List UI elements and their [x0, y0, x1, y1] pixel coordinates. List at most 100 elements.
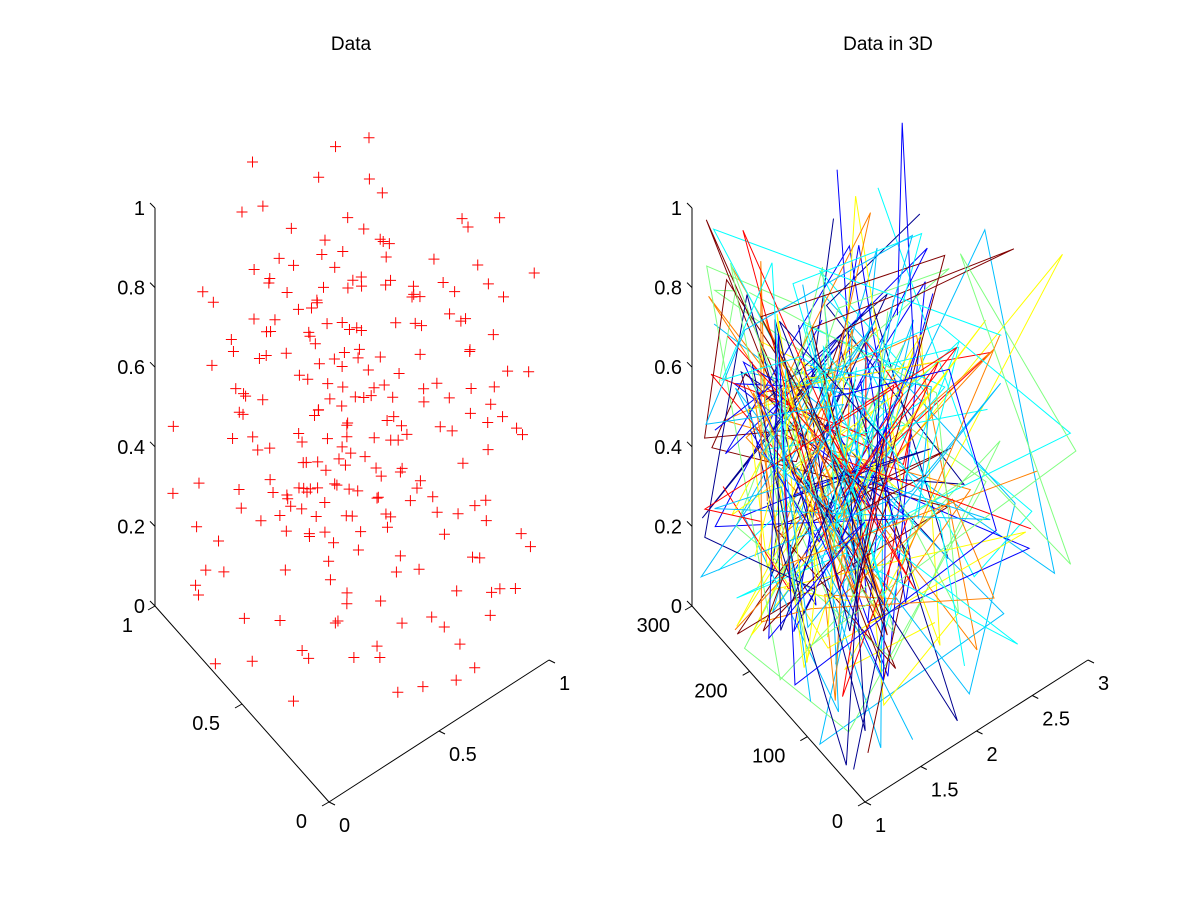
- scatter-point: [348, 652, 360, 664]
- scatter-point: [333, 453, 345, 465]
- scatter-point: [363, 132, 375, 144]
- scatter-point: [329, 261, 341, 273]
- scatter-point: [374, 233, 386, 245]
- scatter-z-ticks: 0 0.2 0.4 0.6 0.8 1: [117, 198, 156, 618]
- x-tick-mark: [1032, 695, 1039, 699]
- scatter-point: [341, 419, 353, 431]
- z-tick-label: 0.2: [117, 516, 145, 538]
- scatter-point: [469, 662, 481, 674]
- series-line: [760, 254, 946, 595]
- scatter-point: [388, 411, 400, 423]
- scatter-point: [515, 528, 527, 540]
- scatter-point: [332, 615, 344, 627]
- scatter-point: [213, 535, 225, 547]
- scatter-point: [312, 482, 324, 494]
- scatter-point: [260, 350, 272, 362]
- scatter-point: [390, 317, 402, 329]
- x-tick-mark: [548, 659, 556, 664]
- scatter-point: [328, 353, 340, 365]
- scatter-point: [255, 515, 267, 527]
- scatter-point: [349, 391, 361, 403]
- scatter-point: [281, 489, 293, 501]
- x-tick-mark: [920, 766, 927, 770]
- scatter-point: [454, 638, 466, 650]
- z-tick-label: 0.8: [117, 278, 145, 300]
- scatter-point: [303, 530, 315, 542]
- scatter-point: [523, 366, 535, 378]
- scatter-point: [352, 352, 364, 364]
- scatter-point: [264, 273, 276, 285]
- scatter-point: [238, 388, 250, 400]
- z-tick-mark: [686, 521, 693, 527]
- series-line: [774, 319, 886, 770]
- scatter-plot-title: Data: [331, 34, 372, 55]
- scatter-point: [414, 475, 426, 487]
- scatter-point: [227, 346, 239, 358]
- z-tick-label: 1: [671, 198, 682, 220]
- z-tick-label: 0.6: [117, 357, 145, 379]
- scatter-point: [460, 313, 472, 325]
- scatter-point: [336, 317, 348, 329]
- series-line: [768, 122, 997, 686]
- x-tick-mark: [328, 801, 336, 806]
- scatter-point: [372, 491, 384, 503]
- scatter-point: [342, 212, 354, 224]
- scatter-point: [329, 617, 341, 629]
- scatter-point: [190, 579, 202, 591]
- scatter-point: [287, 695, 299, 707]
- scatter-point: [371, 492, 383, 504]
- scatter-point: [380, 251, 392, 263]
- scatter-point: [323, 555, 335, 567]
- scatter-point: [305, 302, 317, 314]
- scatter-point: [449, 286, 461, 298]
- scatter-point: [280, 347, 292, 359]
- scatter-point: [206, 359, 218, 371]
- scatter-point: [413, 563, 425, 575]
- series-line: [718, 322, 960, 576]
- x-tick-mark: [976, 730, 983, 735]
- scatter-point: [296, 436, 308, 448]
- scatter-point: [437, 277, 449, 289]
- series-line: [699, 320, 1001, 702]
- series-line: [731, 196, 987, 638]
- scatter-point: [358, 392, 370, 403]
- scatter-point: [343, 483, 355, 495]
- scatter-point: [209, 658, 221, 670]
- scatter-point: [318, 281, 329, 293]
- scatter-point: [427, 491, 439, 503]
- scatter-point: [355, 325, 367, 337]
- x-tick-label: 2.5: [1042, 709, 1070, 731]
- scatter-point: [252, 444, 264, 456]
- scatter-point: [319, 526, 331, 538]
- scatter-point: [417, 681, 429, 693]
- z-tick-label: 1: [134, 198, 145, 220]
- scatter-point: [313, 171, 325, 183]
- scatter-point: [371, 640, 383, 652]
- scatter-point: [472, 259, 484, 271]
- z-tick-mark: [686, 282, 693, 288]
- z-tick-mark: [149, 361, 156, 368]
- lines-y-axis-line: [691, 605, 866, 803]
- scatter-point: [474, 552, 486, 564]
- scatter-point: [336, 400, 348, 412]
- scatter-point: [394, 550, 406, 562]
- scatter-point: [264, 474, 276, 486]
- scatter-point: [374, 651, 386, 663]
- scatter-points: [167, 132, 540, 707]
- lines-x-ticks: 1 1.5 2 2.5 3: [864, 659, 1109, 837]
- series-line: [736, 253, 1063, 707]
- scatter-point: [343, 323, 355, 335]
- lines-3d-plot: Data in 3D 0 0.2 0.4 0.6 0.8 1 0 100 200 300 1 1.…: [637, 34, 1110, 837]
- scatter-point: [320, 464, 332, 476]
- scatter-point: [385, 511, 397, 523]
- scatter-point: [329, 478, 341, 490]
- series-line: [710, 340, 904, 593]
- scatter-point: [267, 487, 279, 499]
- z-tick-label: 0.4: [654, 437, 682, 459]
- z-tick-mark: [149, 521, 156, 527]
- scatter-point: [331, 479, 343, 491]
- scatter-point: [381, 521, 393, 533]
- y-tick-mark: [800, 736, 808, 742]
- scatter-point: [285, 500, 297, 512]
- z-tick-label: 0: [134, 596, 145, 618]
